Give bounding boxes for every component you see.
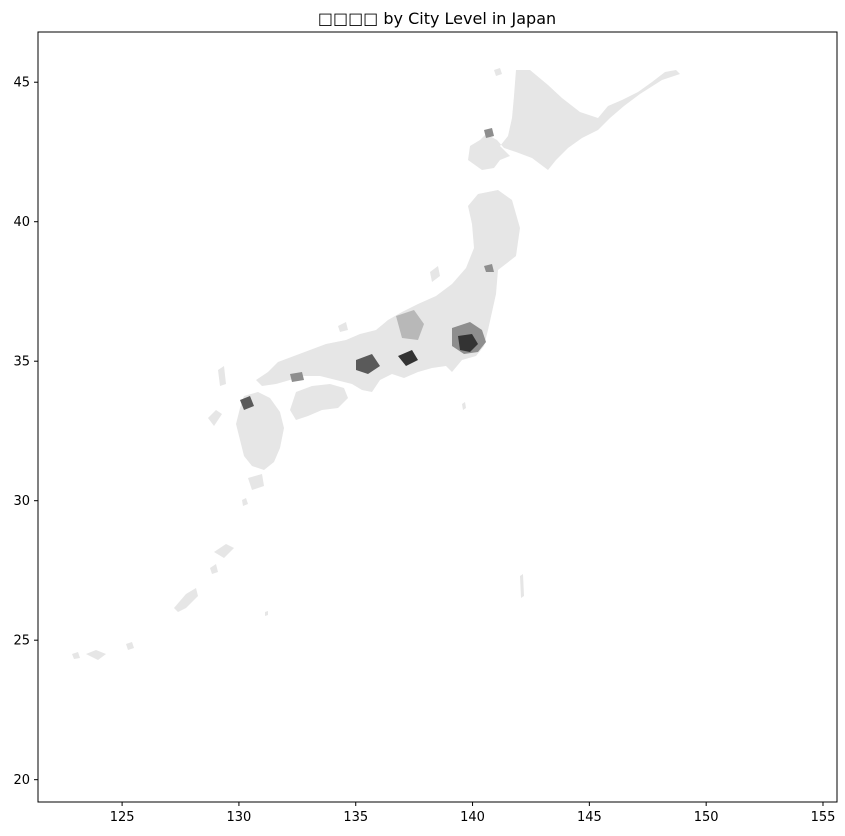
nagoya-shade bbox=[398, 350, 418, 366]
amami-islands bbox=[214, 544, 234, 558]
kansai-shade bbox=[356, 354, 380, 374]
city-level-shading bbox=[240, 128, 494, 410]
sakishima-islands bbox=[86, 650, 106, 660]
kyushu-north-shade bbox=[240, 396, 254, 410]
chubu-shade bbox=[396, 310, 424, 340]
x-tick-label: 155 bbox=[811, 810, 836, 825]
osumi-islands bbox=[248, 474, 264, 490]
yaeyama-islet bbox=[72, 652, 80, 659]
y-tick-label: 30 bbox=[13, 494, 30, 509]
miyako-islet bbox=[126, 642, 134, 650]
sapporo-shade bbox=[484, 128, 494, 138]
tokyo-shade bbox=[458, 334, 478, 352]
okinawa-island bbox=[174, 588, 198, 612]
y-tick-label: 40 bbox=[13, 215, 30, 230]
y-tick-label: 25 bbox=[13, 634, 30, 649]
kyushu-landmass bbox=[236, 392, 284, 470]
hiroshima-shade bbox=[290, 372, 304, 382]
amami-islet bbox=[210, 564, 218, 574]
izu-islet bbox=[462, 402, 466, 410]
hokkaido-landmass bbox=[468, 70, 680, 170]
y-tick-label: 45 bbox=[13, 76, 30, 91]
daito-islet bbox=[265, 611, 268, 616]
x-tick-label: 145 bbox=[577, 810, 602, 825]
x-tick-label: 125 bbox=[110, 810, 135, 825]
y-axis: 20 25 30 35 40 45 bbox=[13, 76, 38, 788]
x-tick-label: 130 bbox=[227, 810, 252, 825]
y-tick-label: 35 bbox=[13, 355, 30, 370]
goto-islands bbox=[208, 410, 222, 426]
sendai-shade bbox=[484, 264, 494, 272]
plot-frame bbox=[37, 31, 838, 803]
x-axis: 125 130 135 140 145 150 155 bbox=[110, 802, 836, 825]
x-tick-label: 135 bbox=[343, 810, 368, 825]
ogasawara-islets bbox=[520, 574, 524, 598]
y-tick-label: 20 bbox=[13, 773, 30, 788]
tokara-islets bbox=[242, 498, 248, 506]
sado-island bbox=[430, 266, 440, 282]
hokkaido-islet bbox=[494, 68, 502, 76]
map-title: □□□□ by City Level in Japan bbox=[318, 9, 556, 28]
tsushima-island bbox=[218, 366, 226, 386]
x-tick-label: 150 bbox=[694, 810, 719, 825]
shikoku-landmass bbox=[290, 384, 348, 420]
x-tick-label: 140 bbox=[460, 810, 485, 825]
oki-islands bbox=[338, 322, 348, 332]
